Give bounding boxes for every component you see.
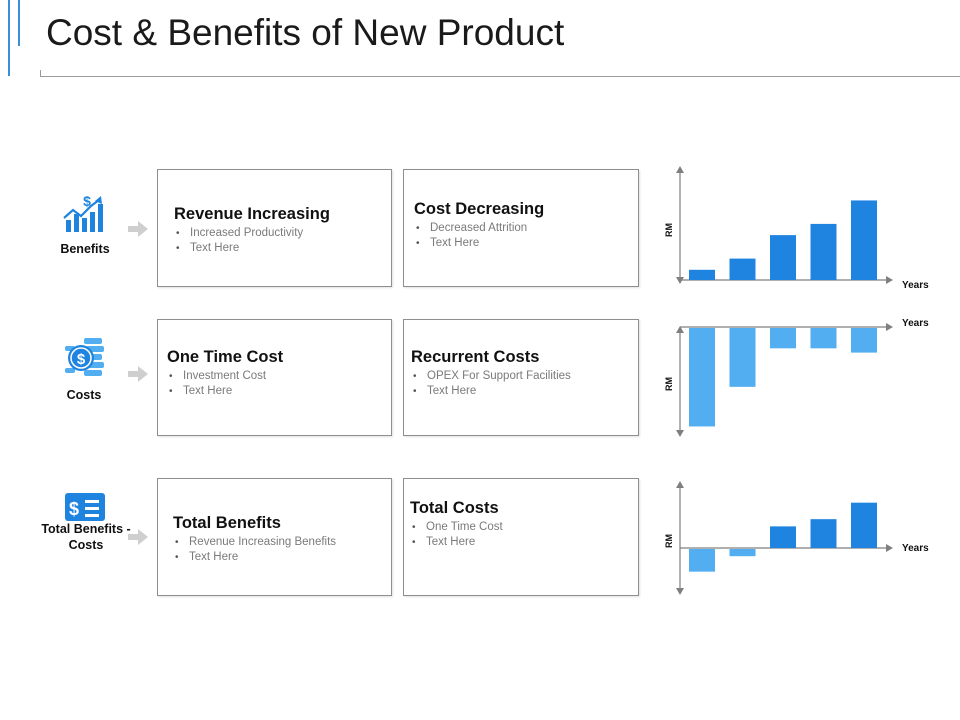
bar: [770, 235, 796, 280]
y-axis-label: RM: [664, 377, 674, 391]
bar: [851, 200, 877, 280]
card-title: One Time Cost: [167, 348, 284, 366]
bar: [689, 549, 715, 572]
benefits-bar-chart: Years RM: [664, 166, 929, 291]
bar: [770, 526, 796, 548]
bullet-list: Increased Productivity Text Here: [174, 226, 330, 256]
x-axis-label: Years: [902, 318, 929, 329]
y-axis-arrow-up: [676, 166, 684, 173]
y-axis-arrow-down: [676, 588, 684, 595]
net-bar-chart: Years RM: [664, 481, 929, 595]
bar: [851, 502, 877, 548]
list-item: Text Here: [410, 535, 503, 550]
bar: [810, 519, 837, 548]
bullet-list: OPEX For Support Facilities Text Here: [411, 369, 571, 399]
list-item: Text Here: [167, 384, 283, 399]
bar: [689, 269, 715, 280]
card-title: Total Benefits: [173, 514, 281, 532]
row-label-benefits: Benefits: [60, 242, 110, 256]
card-title: Total Costs: [410, 499, 499, 517]
arrow-right-icon: [128, 366, 148, 382]
card-one-time-cost: One Time Cost Investment Cost Text Here: [157, 319, 392, 436]
svg-text:$: $: [69, 499, 79, 519]
bar: [770, 328, 796, 349]
list-item: One Time Cost: [410, 520, 503, 535]
accent-bar-right: [18, 0, 20, 46]
x-axis-label: Years: [902, 543, 929, 554]
accent-bar-left: [8, 0, 10, 76]
coin-stack-icon: $: [62, 336, 106, 380]
y-axis-label: RM: [664, 223, 674, 237]
card-total-benefits: Total Benefits Revenue Increasing Benefi…: [157, 478, 392, 596]
bullet-list: One Time Cost Text Here: [410, 520, 503, 550]
arrow-right-icon: [128, 221, 148, 237]
x-axis-arrow: [886, 323, 893, 331]
list-item: Text Here: [414, 236, 544, 251]
list-item: Decreased Attrition: [414, 221, 544, 236]
bar: [689, 328, 715, 427]
y-axis-arrow-up: [676, 481, 684, 488]
list-item: Increased Productivity: [174, 226, 330, 241]
bar: [810, 223, 837, 280]
list-item: Revenue Increasing Benefits: [173, 535, 336, 550]
bullet-list: Decreased Attrition Text Here: [414, 221, 544, 251]
title-divider: [40, 76, 960, 77]
bar: [851, 328, 877, 353]
list-item: OPEX For Support Facilities: [411, 369, 571, 384]
svg-text:$: $: [77, 351, 86, 368]
bullet-list: Investment Cost Text Here: [167, 369, 283, 399]
svg-text:$: $: [83, 193, 91, 209]
bar: [729, 549, 756, 557]
list-item: Investment Cost: [167, 369, 283, 384]
page-title: Cost & Benefits of New Product: [46, 12, 565, 53]
card-recurrent-costs: Recurrent Costs OPEX For Support Facilit…: [403, 319, 639, 436]
card-title: Cost Decreasing: [414, 200, 545, 218]
list-item: Text Here: [174, 241, 330, 256]
card-title: Recurrent Costs: [411, 348, 540, 366]
costs-bar-chart: Years RM: [664, 318, 929, 437]
bullet-list: Revenue Increasing Benefits Text Here: [173, 535, 336, 565]
x-axis-label: Years: [902, 280, 929, 291]
y-axis-arrow-up: [676, 326, 684, 333]
wallet-card-icon: $: [63, 490, 107, 534]
list-item: Text Here: [173, 550, 336, 565]
row-label-costs: Costs: [66, 388, 102, 402]
list-item: Text Here: [411, 384, 571, 399]
title-divider-tick: [40, 70, 41, 77]
row-label-total-benefits-costs: Total Benefits - Costs: [41, 522, 131, 552]
card-cost-decreasing: Cost Decreasing Decreased Attrition Text…: [403, 169, 639, 287]
growth-chart-dollar-icon: $: [61, 192, 105, 236]
card-revenue-increasing: Revenue Increasing Increased Productivit…: [157, 169, 392, 287]
bar: [729, 258, 756, 280]
bar: [810, 328, 837, 349]
arrow-right-icon: [128, 529, 148, 545]
y-axis-label: RM: [664, 534, 674, 548]
card-total-costs: Total Costs One Time Cost Text Here: [403, 478, 639, 596]
bar: [729, 328, 756, 387]
x-axis-arrow: [886, 544, 893, 552]
x-axis-arrow: [886, 276, 893, 284]
y-axis-arrow-down: [676, 430, 684, 437]
card-title: Revenue Increasing: [174, 205, 330, 223]
